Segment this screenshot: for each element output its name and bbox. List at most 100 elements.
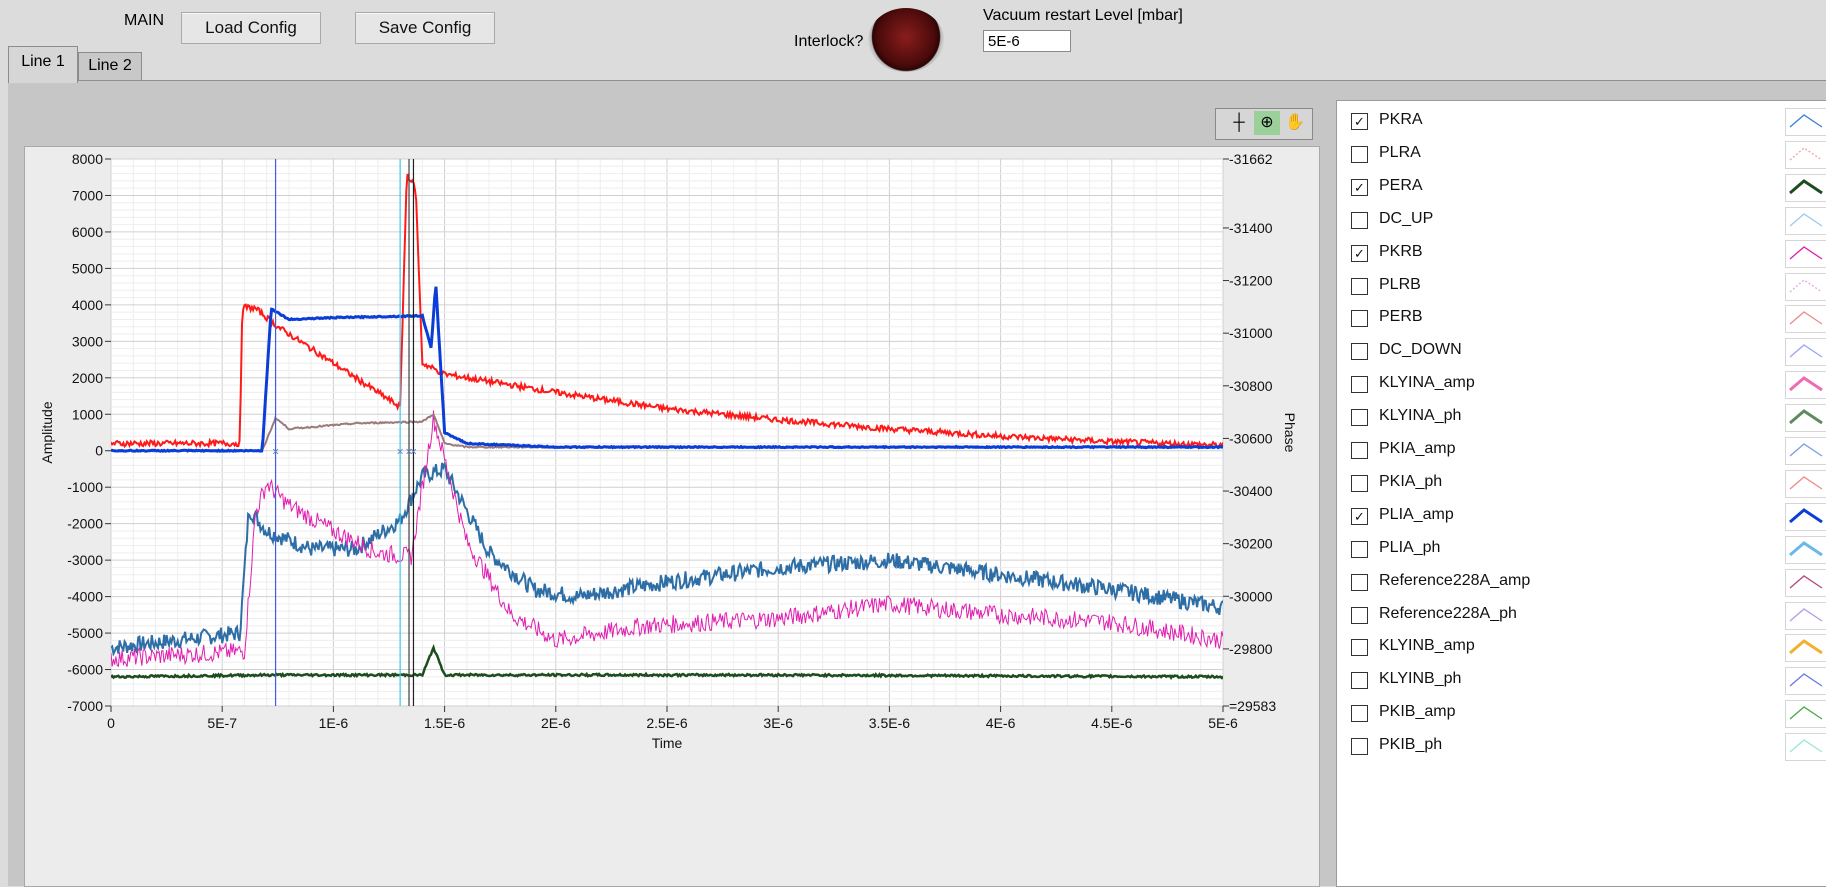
line-style-icon[interactable]: [1785, 173, 1826, 202]
legend-checkbox[interactable]: [1351, 376, 1368, 394]
series-line-pkra: [111, 173, 1223, 451]
main-label: MAIN: [124, 12, 164, 29]
interlock-led[interactable]: [868, 8, 944, 72]
y-tick-label: 5000: [72, 260, 103, 276]
y2-axis-label: Phase: [1282, 413, 1298, 453]
y-tick-label: 4000: [72, 297, 103, 313]
legend-label: PLRA: [1379, 143, 1421, 161]
legend-checkbox[interactable]: [1351, 211, 1368, 229]
legend-item-reference228a-amp[interactable]: Reference228A_amp: [1337, 564, 1826, 602]
cursor-marker: ×: [397, 445, 404, 459]
load-config-button[interactable]: Load Config: [181, 12, 321, 44]
legend-checkbox[interactable]: [1351, 145, 1368, 163]
y-tick-label: -6000: [67, 662, 103, 678]
legend-item-plrb[interactable]: PLRB: [1337, 268, 1826, 306]
legend-item-plra[interactable]: PLRA: [1337, 136, 1826, 174]
y2-tick-label: -31200: [1229, 273, 1273, 289]
legend-label: Reference228A_amp: [1379, 571, 1531, 589]
vacuum-input[interactable]: [983, 30, 1071, 52]
y-axis-label: Amplitude: [39, 401, 55, 463]
legend-checkbox[interactable]: [1351, 277, 1368, 295]
legend-item-pera[interactable]: ✓ PERA: [1337, 169, 1826, 207]
y2-tick-label: -30800: [1229, 378, 1273, 394]
legend-item-klyinb-amp[interactable]: KLYINB_amp: [1337, 629, 1826, 667]
legend-item-perb[interactable]: PERB: [1337, 300, 1826, 338]
legend-checkbox[interactable]: [1351, 442, 1368, 459]
legend-label: PLIA_amp: [1379, 505, 1454, 523]
line-style-icon[interactable]: [1785, 140, 1826, 169]
save-config-button[interactable]: Save Config: [355, 12, 495, 44]
legend-checkbox[interactable]: [1351, 672, 1368, 690]
legend-item-pkra[interactable]: ✓ PKRA: [1337, 103, 1826, 141]
legend-item-plia-ph[interactable]: PLIA_ph: [1337, 531, 1826, 569]
legend-item-pkia-ph[interactable]: PKIA_ph: [1337, 465, 1826, 503]
line-style-icon[interactable]: [1785, 305, 1826, 334]
line-style-icon[interactable]: [1785, 371, 1826, 400]
line-style-icon[interactable]: [1785, 206, 1826, 235]
legend-checkbox[interactable]: [1351, 606, 1368, 624]
y-tick-label: 7000: [72, 187, 103, 203]
legend-label: PERB: [1379, 308, 1423, 326]
zoom-icon[interactable]: ⊕: [1254, 111, 1280, 135]
line-style-icon[interactable]: [1785, 404, 1826, 433]
series-line-trace-steel: [111, 461, 1223, 657]
legend-item-klyinb-ph[interactable]: KLYINB_ph: [1337, 662, 1826, 700]
legend-checkbox[interactable]: [1351, 705, 1368, 723]
crosshair-icon[interactable]: ┼: [1233, 114, 1245, 131]
legend-checkbox[interactable]: ✓: [1351, 178, 1368, 196]
legend-item-klyina-ph[interactable]: KLYINA_ph: [1337, 399, 1826, 437]
y2-tick-label: -30400: [1229, 483, 1273, 499]
legend-checkbox[interactable]: ✓: [1351, 507, 1368, 525]
line-style-icon[interactable]: [1785, 733, 1826, 762]
x-tick-label: 5E-6: [1208, 715, 1238, 731]
line-style-icon[interactable]: [1785, 568, 1826, 597]
tab-line-2[interactable]: Line 2: [78, 52, 142, 81]
y-tick-label: 8000: [72, 151, 103, 167]
line-style-icon[interactable]: [1785, 601, 1826, 630]
x-tick-label: 3.5E-6: [869, 715, 910, 731]
line-style-icon[interactable]: [1785, 272, 1826, 301]
legend-item-pkrb[interactable]: ✓ PKRB: [1337, 235, 1826, 273]
hand-icon[interactable]: ✋: [1285, 114, 1305, 131]
x-tick-label: 5E-7: [207, 715, 237, 731]
line-style-icon[interactable]: [1785, 108, 1826, 136]
line-style-icon[interactable]: [1785, 437, 1826, 465]
legend-checkbox[interactable]: [1351, 540, 1368, 558]
x-tick-label: 4.5E-6: [1091, 715, 1132, 731]
legend-item-reference228a-ph[interactable]: Reference228A_ph: [1337, 597, 1826, 635]
legend-checkbox[interactable]: [1351, 474, 1368, 492]
legend-checkbox[interactable]: [1351, 738, 1368, 756]
x-tick-label: 1.5E-6: [424, 715, 465, 731]
y2-tick-label: -31400: [1229, 220, 1273, 236]
line-style-icon[interactable]: [1785, 338, 1826, 367]
graph-palette: ┼ ⊕ ✋: [1215, 108, 1313, 140]
series-line-pera: [111, 643, 1223, 680]
y-tick-label: -2000: [67, 516, 103, 532]
y2-tick-label: -31662: [1229, 151, 1273, 167]
legend-checkbox[interactable]: ✓: [1351, 244, 1368, 262]
line-style-icon[interactable]: [1785, 239, 1826, 268]
line-style-icon[interactable]: [1785, 700, 1826, 729]
legend-item-dc-down[interactable]: DC_DOWN: [1337, 333, 1826, 371]
line-style-icon[interactable]: [1785, 469, 1826, 498]
line-style-icon[interactable]: [1785, 634, 1826, 663]
legend-item-pkia-amp[interactable]: PKIA_amp: [1337, 432, 1826, 470]
waveform-chart[interactable]: 0 5E-7 1E-6 1.5E-6 2E-6 2.5E-6 3E-6 3.5E-6 4E-6 4…: [24, 146, 1318, 885]
line-style-icon[interactable]: [1785, 667, 1826, 696]
legend-item-klyina-amp[interactable]: KLYINA_amp: [1337, 366, 1826, 404]
tab-line-1[interactable]: Line 1: [8, 46, 78, 83]
legend-checkbox[interactable]: [1351, 310, 1368, 328]
x-tick-label: 1E-6: [319, 715, 349, 731]
legend-item-pkib-amp[interactable]: PKIB_amp: [1337, 695, 1826, 733]
legend-checkbox[interactable]: ✓: [1351, 113, 1368, 130]
legend-label: KLYINA_amp: [1379, 374, 1475, 392]
legend-checkbox[interactable]: [1351, 343, 1368, 361]
legend-item-pkib-ph[interactable]: PKIB_ph: [1337, 728, 1826, 766]
legend-checkbox[interactable]: [1351, 573, 1368, 591]
line-style-icon[interactable]: [1785, 502, 1826, 531]
legend-checkbox[interactable]: [1351, 639, 1368, 657]
legend-item-dc-up[interactable]: DC_UP: [1337, 202, 1826, 240]
legend-checkbox[interactable]: [1351, 409, 1368, 427]
legend-item-plia-amp[interactable]: ✓ PLIA_amp: [1337, 498, 1826, 536]
line-style-icon[interactable]: [1785, 535, 1826, 564]
